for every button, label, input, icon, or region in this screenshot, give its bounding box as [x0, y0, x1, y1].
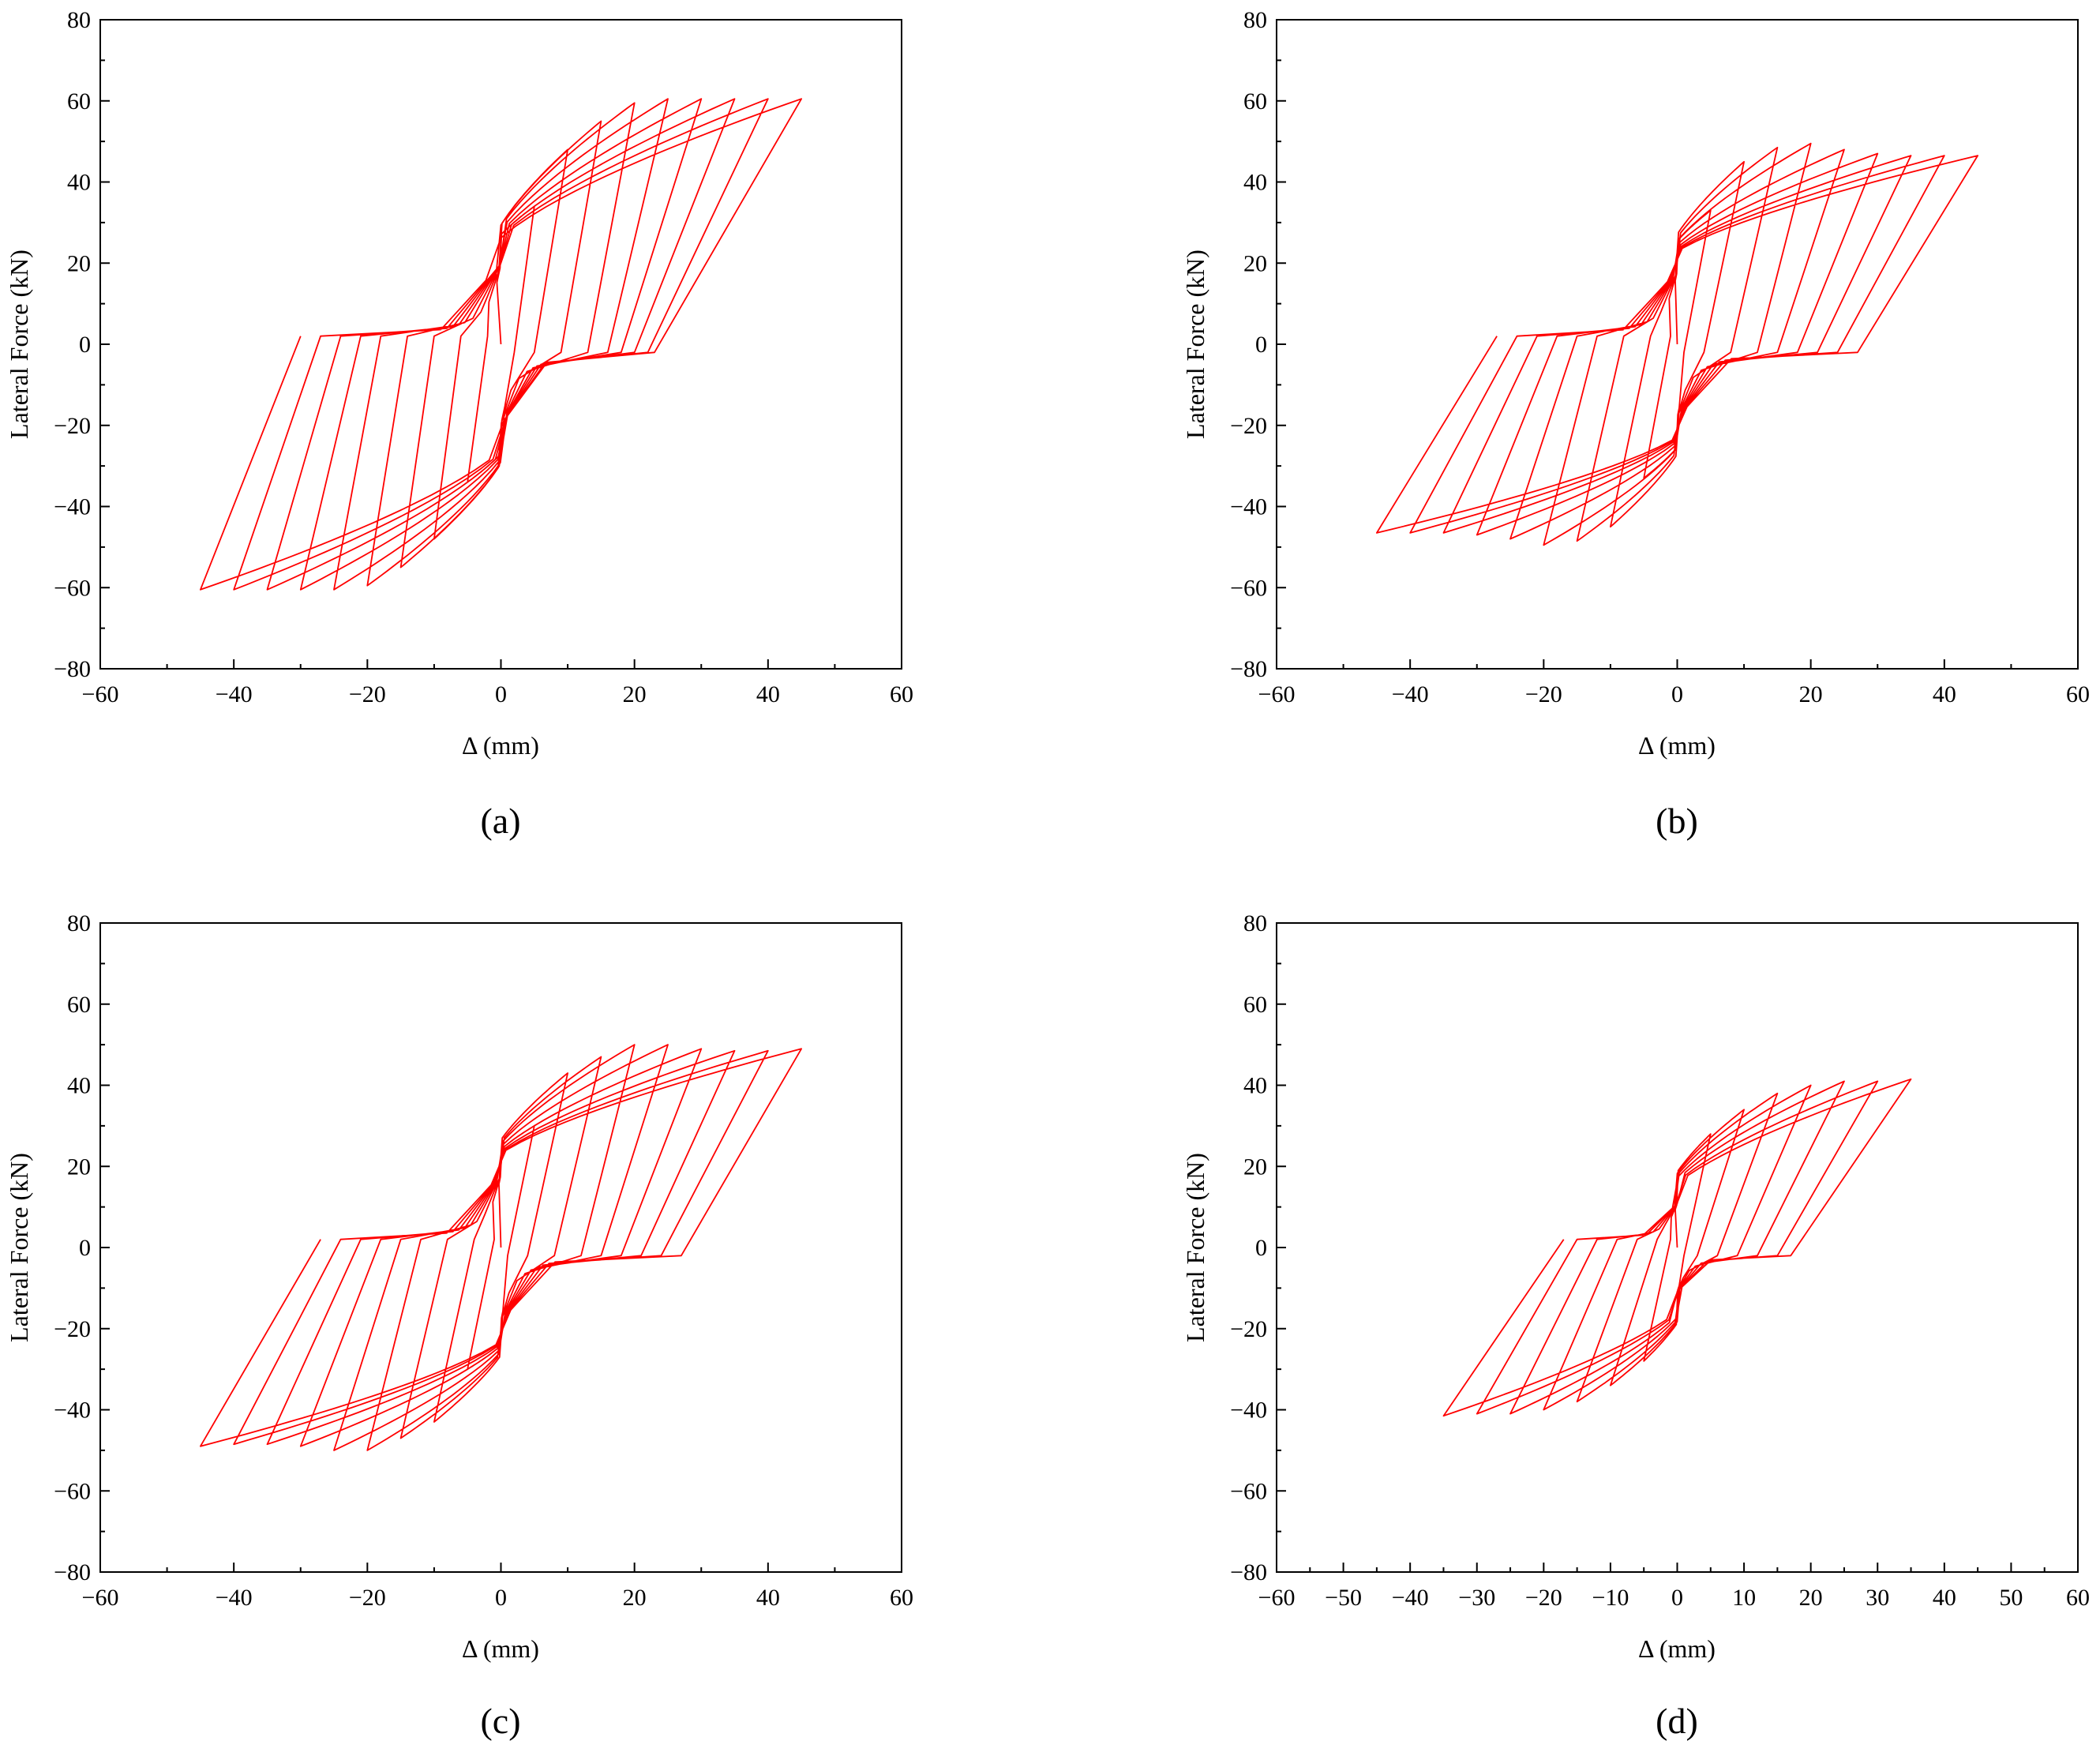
y-tick-label: −60 [54, 1478, 91, 1504]
x-tick-label: −60 [1258, 1585, 1296, 1611]
x-tick-label: 60 [890, 681, 913, 707]
y-tick-label: −40 [1230, 494, 1267, 520]
x-tick-label: −40 [1392, 681, 1429, 707]
y-tick-label: −20 [1230, 1316, 1267, 1342]
x-tick-label: 0 [495, 681, 507, 707]
x-tick-label: −40 [1392, 1585, 1429, 1611]
chart-panel-d: −60 −50 −40 −30 −20 −10 0 10 20 30 40 50 60−80−60−40… [1181, 910, 2090, 1741]
x-tick-label: 20 [623, 1585, 647, 1611]
x-tick-label: 60 [2066, 681, 2090, 707]
y-axis-label: Lateral Force (kN) [5, 1153, 33, 1342]
panel-caption: (d) [1656, 1701, 1698, 1741]
y-tick-label: 80 [67, 7, 91, 33]
x-tick-label: −20 [349, 1585, 386, 1611]
y-tick-label: −80 [1230, 656, 1267, 682]
x-tick-label: 60 [890, 1585, 913, 1611]
x-tick-label: 60 [2066, 1585, 2090, 1611]
y-tick-label: 20 [1243, 250, 1267, 276]
x-tick-label: −20 [1525, 681, 1562, 707]
y-tick-label: 40 [1243, 170, 1267, 196]
y-tick-label: −20 [54, 413, 91, 439]
y-tick-label: −80 [54, 656, 91, 682]
y-tick-label: −20 [1230, 413, 1267, 439]
x-axis-label: Δ (mm) [1638, 731, 1716, 760]
x-tick-label: 20 [1799, 1585, 1823, 1611]
y-tick-label: 20 [1243, 1154, 1267, 1180]
x-tick-label: 0 [1671, 1585, 1683, 1611]
hysteresis-curve [200, 98, 802, 591]
x-tick-label: −60 [82, 1585, 119, 1611]
x-tick-label: 40 [756, 681, 780, 707]
y-tick-label: 80 [1243, 910, 1267, 936]
x-axis-label: Δ (mm) [462, 1634, 539, 1663]
y-tick-label: −20 [54, 1316, 91, 1342]
y-tick-label: −80 [54, 1559, 91, 1585]
y-tick-label: 40 [67, 170, 91, 196]
x-tick-label: −60 [82, 681, 119, 707]
x-tick-label: −40 [216, 681, 253, 707]
x-tick-label: −20 [349, 681, 386, 707]
x-tick-label: −60 [1258, 681, 1296, 707]
x-tick-label: 20 [1799, 681, 1823, 707]
panel-caption: (a) [480, 801, 520, 841]
x-axis-label: Δ (mm) [462, 731, 539, 760]
x-tick-label: 50 [1999, 1585, 2023, 1611]
y-tick-label: 0 [79, 1235, 91, 1261]
x-tick-label: −10 [1592, 1585, 1629, 1611]
y-axis-label: Lateral Force (kN) [5, 250, 33, 439]
x-tick-label: −40 [216, 1585, 253, 1611]
x-tick-label: 40 [756, 1585, 780, 1611]
y-tick-label: −60 [1230, 575, 1267, 601]
y-tick-label: 20 [67, 1154, 91, 1180]
y-tick-label: 60 [1243, 992, 1267, 1018]
x-tick-label: 40 [1933, 1585, 1956, 1611]
y-tick-label: −80 [1230, 1559, 1267, 1585]
panel-caption: (b) [1656, 801, 1698, 841]
y-axis-label: Lateral Force (kN) [1181, 250, 1209, 439]
y-tick-label: −60 [1230, 1478, 1267, 1504]
x-tick-label: −30 [1458, 1585, 1495, 1611]
y-tick-label: 20 [67, 250, 91, 276]
y-tick-label: −60 [54, 575, 91, 601]
y-tick-label: −40 [54, 494, 91, 520]
y-tick-label: 40 [1243, 1073, 1267, 1099]
x-tick-label: −20 [1525, 1585, 1562, 1611]
y-tick-label: 0 [1255, 332, 1267, 358]
y-tick-label: 40 [67, 1073, 91, 1099]
x-tick-label: 0 [1671, 681, 1683, 707]
y-tick-label: 60 [67, 992, 91, 1018]
x-tick-label: 20 [623, 681, 647, 707]
y-tick-label: −40 [54, 1398, 91, 1424]
x-tick-label: 0 [495, 1585, 507, 1611]
hysteresis-curve [1442, 1078, 1912, 1417]
y-tick-label: −40 [1230, 1398, 1267, 1424]
hysteresis-curve [1376, 142, 1978, 546]
x-tick-label: −50 [1325, 1585, 1362, 1611]
y-tick-label: 0 [1255, 1235, 1267, 1261]
x-tick-label: 30 [1866, 1585, 1889, 1611]
hysteresis-curve [200, 1044, 802, 1451]
y-tick-label: 0 [79, 332, 91, 358]
x-tick-label: 40 [1933, 681, 1956, 707]
y-tick-label: 80 [1243, 7, 1267, 33]
y-tick-label: 60 [67, 88, 91, 114]
x-tick-label: 10 [1732, 1585, 1756, 1611]
panel-caption: (c) [480, 1701, 520, 1741]
y-tick-label: 80 [67, 910, 91, 936]
x-axis-label: Δ (mm) [1638, 1634, 1716, 1663]
y-tick-label: 60 [1243, 88, 1267, 114]
y-axis-label: Lateral Force (kN) [1181, 1153, 1209, 1342]
